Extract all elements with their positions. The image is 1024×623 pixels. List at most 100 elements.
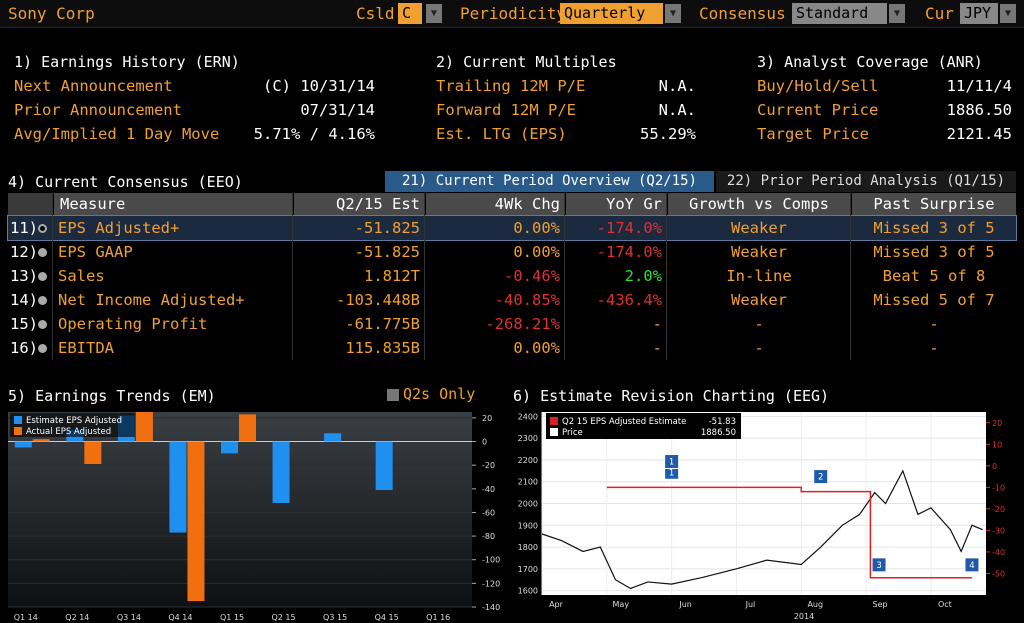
row-index: 12) xyxy=(10,243,38,261)
price-line xyxy=(541,469,983,590)
surprise-cell: Missed 3 of 5 xyxy=(873,243,995,261)
revision-marker xyxy=(871,557,887,573)
consensus-select[interactable]: Standard xyxy=(792,3,887,24)
table-row[interactable]: 15) Operating Profit -61.775B -268.21% - - - xyxy=(8,312,1016,336)
radio-icon[interactable] xyxy=(38,344,47,353)
x-tick-label: Q4 15 xyxy=(375,613,399,622)
surprise-cell: Missed 3 of 5 xyxy=(873,219,995,237)
chevron-down-icon[interactable]: ▼ xyxy=(1000,4,1016,23)
y-tick-label: 2200 xyxy=(518,456,538,465)
estimate-revision-chart: 1600170018001900200021002200230024002010… xyxy=(518,412,1005,621)
checkbox-icon[interactable] xyxy=(387,389,399,401)
radio-icon[interactable] xyxy=(38,272,47,281)
table-row[interactable]: 16) EBITDA 115.835B 0.00% - - - xyxy=(8,336,1016,360)
y-tick-label: -20 xyxy=(482,461,495,470)
chevron-down-icon[interactable]: ▼ xyxy=(426,4,442,23)
revision-marker-label: 4 xyxy=(969,561,974,571)
radio-icon[interactable] xyxy=(38,296,47,305)
y-tick-label: 2300 xyxy=(518,434,538,443)
revision-marker xyxy=(664,454,680,470)
implied-move-label: Avg/Implied 1 Day Move xyxy=(14,125,220,143)
legend-swatch xyxy=(14,427,22,435)
table-row[interactable]: 12) EPS GAAP -51.825 0.00% -174.0% Weaker Miss… xyxy=(8,240,1016,264)
radio-icon[interactable] xyxy=(38,248,47,257)
actual-bar xyxy=(187,441,205,602)
revision-marker-label: 2 xyxy=(818,473,823,483)
revision-marker xyxy=(813,469,829,485)
periodicity-select[interactable]: Quarterly xyxy=(560,3,663,24)
comps-cell: - xyxy=(754,339,764,357)
legend-value: -51.83 xyxy=(709,417,736,427)
legend-swatch xyxy=(550,428,558,436)
estimate-cell: -51.825 xyxy=(354,243,420,261)
estimate-cell: -103.448B xyxy=(336,291,420,309)
y-tick-label: 0 xyxy=(482,438,487,447)
currency-select[interactable]: JPY xyxy=(960,3,998,24)
estimate-bar xyxy=(324,433,342,442)
y-tick-label: 2000 xyxy=(518,500,538,509)
x-axis-label: 2014 xyxy=(794,612,814,621)
y-tick-label: -60 xyxy=(482,508,495,517)
buy-hold-sell-value: 11/11/4 xyxy=(946,77,1012,95)
chevron-down-icon[interactable]: ▼ xyxy=(665,4,681,23)
x-tick-label: Q4 14 xyxy=(168,613,192,622)
radio-icon[interactable] xyxy=(38,224,47,233)
column-header-estimate[interactable]: Q2/15 Est xyxy=(294,193,424,216)
measure-cell: Operating Profit xyxy=(58,315,208,333)
legend-label: Q2 15 EPS Adjusted Estimate xyxy=(562,417,686,427)
column-header-measure[interactable]: Measure xyxy=(54,193,292,216)
comps-cell: - xyxy=(754,315,764,333)
x-tick-label: Q2 14 xyxy=(65,613,89,622)
q2s-only-toggle[interactable]: Q2s Only xyxy=(403,385,476,403)
csld-label: Csld xyxy=(356,4,395,23)
y-tick-label: -140 xyxy=(482,603,500,612)
x-tick-label: Jul xyxy=(745,600,756,609)
row-index: 15) xyxy=(10,315,38,333)
estimate-cell: 1.812T xyxy=(364,267,420,285)
measure-cell: Sales xyxy=(58,267,105,285)
column-header-4wk-change[interactable]: 4Wk Chg xyxy=(426,193,564,216)
comps-cell: Weaker xyxy=(731,291,787,309)
legend-value: 1886.50 xyxy=(701,428,736,438)
column-header-yoy-growth[interactable]: YoY Gr xyxy=(566,193,666,216)
column-header-growth-vs-comps[interactable]: Growth vs Comps xyxy=(668,193,850,216)
estimate-cell: -61.775B xyxy=(345,315,420,333)
comps-cell: In-line xyxy=(726,267,792,285)
estimate-revision-heading[interactable]: 6) Estimate Revision Charting (EEG) xyxy=(513,387,830,405)
legend-swatch xyxy=(14,416,22,424)
radio-icon[interactable] xyxy=(38,320,47,329)
table-row[interactable]: 13) Sales 1.812T -0.46% 2.0% In-line Beat 5 of… xyxy=(8,264,1016,288)
trailing-pe-label: Trailing 12M P/E xyxy=(436,77,586,95)
estimate-cell: -51.825 xyxy=(354,219,420,237)
y-tick-label: -10 xyxy=(992,483,1005,492)
revision-marker-label: 3 xyxy=(876,561,881,571)
surprise-cell: - xyxy=(929,339,939,357)
x-tick-label: Q3 15 xyxy=(323,613,347,622)
table-row[interactable]: 11) EPS Adjusted+ -51.825 0.00% -174.0% Weake… xyxy=(7,215,1017,241)
current-consensus-heading[interactable]: 4) Current Consensus (EEO) xyxy=(8,173,243,191)
x-tick-label: Apr xyxy=(549,600,564,609)
yoy-cell: 2.0% xyxy=(624,267,662,285)
earnings-trends-heading[interactable]: 5) Earnings Trends (EM) xyxy=(8,387,216,405)
table-row[interactable]: 14) Net Income Adjusted+ -103.448B -40.85% -… xyxy=(8,288,1016,312)
tab-current-period-overview[interactable]: 21) Current Period Overview (Q2/15) xyxy=(385,171,714,192)
y-tick-label: -40 xyxy=(482,485,495,494)
column-header-past-surprise[interactable]: Past Surprise xyxy=(852,193,1016,216)
csld-select[interactable]: C xyxy=(398,3,422,24)
actual-bar xyxy=(135,412,153,442)
change-cell: 0.00% xyxy=(513,339,560,357)
next-announcement-label: Next Announcement xyxy=(14,77,173,95)
tab-prior-period-analysis[interactable]: 22) Prior Period Analysis (Q1/15) xyxy=(716,171,1016,192)
security-title: Sony Corp xyxy=(8,4,95,23)
y-tick-label: 1900 xyxy=(518,521,538,530)
y-tick-label: -80 xyxy=(482,532,495,541)
chevron-down-icon[interactable]: ▼ xyxy=(889,4,905,23)
x-tick-label: Q1 15 xyxy=(220,613,244,622)
currency-label: Cur xyxy=(925,4,954,23)
analyst-coverage-heading[interactable]: 3) Analyst Coverage (ANR) xyxy=(757,53,983,71)
legend-label: Price xyxy=(562,428,583,438)
y-tick-label: -20 xyxy=(992,505,1005,514)
earnings-history-heading[interactable]: 1) Earnings History (ERN) xyxy=(14,53,240,71)
current-multiples-heading[interactable]: 2) Current Multiples xyxy=(436,53,617,71)
x-tick-label: Q3 14 xyxy=(117,613,141,622)
